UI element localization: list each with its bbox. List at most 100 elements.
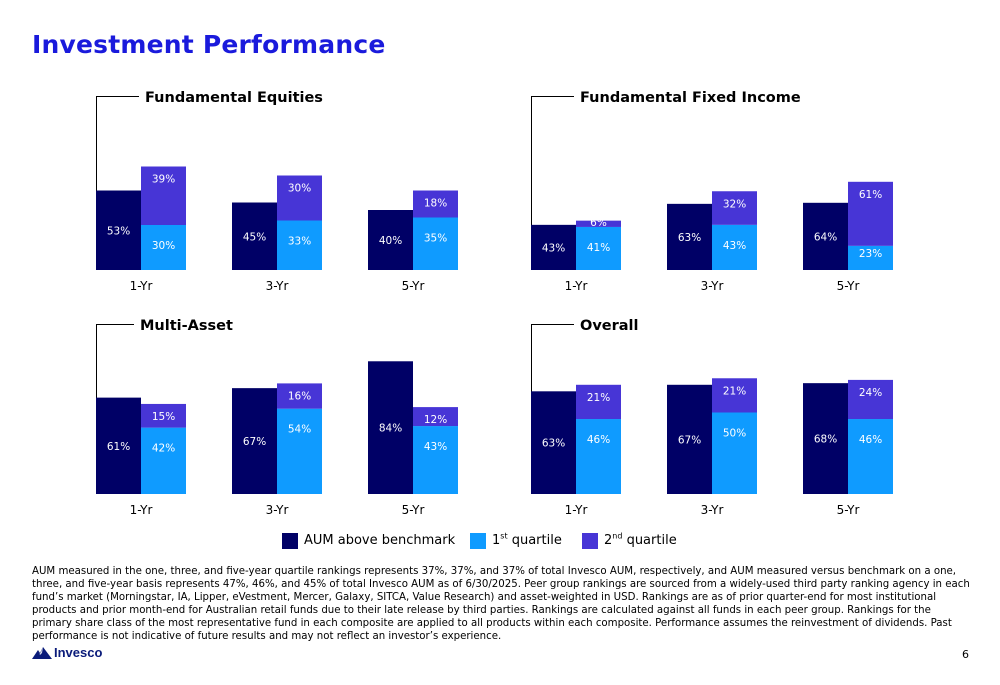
data-label-second-quartile-3-Yr: 32% [723, 198, 746, 210]
data-label-aum-5-Yr: 64% [814, 231, 837, 243]
tick-label-3-Yr: 3-Yr [701, 279, 724, 293]
tick-label-5-Yr: 5-Yr [402, 503, 425, 517]
page-number: 6 [962, 648, 969, 661]
bar-second-quartile-1-Yr [141, 403, 186, 428]
data-label-first-quartile-5-Yr: 46% [859, 434, 882, 446]
data-label-first-quartile-1-Yr: 46% [587, 434, 610, 446]
bar-first-quartile-5-Yr [848, 245, 893, 270]
bar-first-quartile-5-Yr [413, 217, 458, 270]
data-label-aum-1-Yr: 43% [542, 242, 565, 254]
chart-svg: Fundamental Fixed Income 43% 41% 6% 1-Yr 63% 4… [531, 90, 893, 293]
invesco-mountain-icon [32, 647, 52, 659]
tick-label-5-Yr: 5-Yr [837, 279, 860, 293]
bar-second-quartile-1-Yr [576, 220, 621, 227]
tick-label-3-Yr: 3-Yr [266, 503, 289, 517]
legend-label-aum: AUM above benchmark [304, 533, 456, 548]
data-label-second-quartile-3-Yr: 16% [288, 390, 311, 402]
bar-aum-3-Yr [232, 388, 277, 494]
chart-fundamental-fixed-income: Fundamental Fixed Income 43% 41% 6% 1-Yr 63% 4… [525, 84, 905, 299]
legend-swatch-second-quartile [582, 533, 598, 549]
chart-multi-asset: Multi-Asset 61% 42% 15% 1-Yr 67% 54% 16% 3-Yr 84%… [90, 312, 470, 517]
bar-aum-3-Yr [667, 384, 712, 494]
tick-label-5-Yr: 5-Yr [837, 503, 860, 517]
bar-aum-1-Yr [96, 190, 141, 270]
data-label-second-quartile-5-Yr: 12% [424, 414, 447, 426]
page-title: Investment Performance [32, 30, 386, 59]
tick-label-5-Yr: 5-Yr [402, 279, 425, 293]
tick-label-1-Yr: 1-Yr [565, 279, 588, 293]
bar-second-quartile-3-Yr [712, 191, 757, 225]
bar-first-quartile-1-Yr [141, 427, 186, 494]
legend-label-first-quartile: 1st quartile [492, 531, 562, 548]
data-label-second-quartile-5-Yr: 24% [859, 387, 882, 399]
chart-overall: Overall 63% 46% 21% 1-Yr 67% 50% 21% 3-Yr 68% 46% 2… [525, 312, 905, 517]
bar-second-quartile-3-Yr [712, 378, 757, 413]
chart-svg: Multi-Asset 61% 42% 15% 1-Yr 67% 54% 16% 3-Yr 84%… [96, 318, 458, 517]
tick-label-1-Yr: 1-Yr [130, 503, 153, 517]
bar-aum-1-Yr [531, 391, 576, 494]
data-label-first-quartile-1-Yr: 41% [587, 242, 610, 254]
chart-title: Fundamental Equities [145, 90, 323, 106]
data-label-aum-3-Yr: 67% [678, 434, 701, 446]
data-label-second-quartile-1-Yr: 6% [590, 217, 607, 229]
tick-label-1-Yr: 1-Yr [565, 503, 588, 517]
legend-label-second-quartile: 2nd quartile [604, 531, 677, 548]
tick-label-1-Yr: 1-Yr [130, 279, 153, 293]
bar-first-quartile-1-Yr [576, 226, 621, 270]
footnote: AUM measured in the one, three, and five… [32, 566, 970, 642]
bar-first-quartile-5-Yr [413, 426, 458, 494]
tick-label-3-Yr: 3-Yr [266, 279, 289, 293]
data-label-aum-1-Yr: 53% [107, 225, 130, 237]
chart-svg: Overall 63% 46% 21% 1-Yr 67% 50% 21% 3-Yr 68% 46% 2… [531, 318, 893, 517]
bar-second-quartile-3-Yr [277, 383, 322, 409]
data-label-second-quartile-3-Yr: 30% [288, 183, 311, 195]
data-label-aum-5-Yr: 84% [379, 423, 402, 435]
bar-aum-5-Yr [368, 361, 413, 494]
bar-aum-1-Yr [96, 397, 141, 494]
data-label-first-quartile-3-Yr: 43% [723, 240, 746, 252]
tick-label-3-Yr: 3-Yr [701, 503, 724, 517]
bar-first-quartile-3-Yr [712, 224, 757, 270]
bar-aum-5-Yr [803, 202, 848, 270]
data-label-second-quartile-1-Yr: 39% [152, 174, 175, 186]
bar-aum-5-Yr [803, 383, 848, 494]
chart-svg: Fundamental Equities 53% 30% 39% 1-Yr 45% 33% 3… [96, 90, 458, 293]
bar-aum-3-Yr [232, 202, 277, 270]
data-label-first-quartile-3-Yr: 54% [288, 424, 311, 436]
legend-swatch-first-quartile [470, 533, 486, 549]
data-label-second-quartile-5-Yr: 18% [424, 198, 447, 210]
bar-second-quartile-1-Yr [576, 384, 621, 420]
data-label-aum-3-Yr: 67% [243, 436, 266, 448]
data-label-aum-5-Yr: 68% [814, 434, 837, 446]
data-label-first-quartile-3-Yr: 50% [723, 428, 746, 440]
data-label-first-quartile-3-Yr: 33% [288, 236, 311, 248]
legend-swatch-aum [282, 533, 298, 549]
bar-second-quartile-5-Yr [413, 407, 458, 427]
bar-first-quartile-3-Yr [277, 408, 322, 494]
chart-fundamental-equities: Fundamental Equities 53% 30% 39% 1-Yr 45% 33% 3… [90, 84, 470, 299]
bar-first-quartile-1-Yr [576, 419, 621, 494]
chart-title: Fundamental Fixed Income [580, 90, 801, 106]
bar-second-quartile-5-Yr [848, 181, 893, 246]
chart-bracket [531, 96, 574, 270]
invesco-logo-text: Invesco [54, 645, 103, 660]
data-label-second-quartile-1-Yr: 21% [587, 392, 610, 404]
data-label-aum-1-Yr: 63% [542, 438, 565, 450]
bar-second-quartile-1-Yr [141, 166, 186, 225]
data-label-aum-3-Yr: 63% [678, 232, 701, 244]
chart-title: Overall [580, 318, 639, 334]
bar-first-quartile-1-Yr [141, 225, 186, 270]
data-label-first-quartile-5-Yr: 23% [859, 248, 882, 260]
data-label-aum-3-Yr: 45% [243, 231, 266, 243]
data-label-second-quartile-5-Yr: 61% [859, 189, 882, 201]
data-label-first-quartile-5-Yr: 35% [424, 233, 447, 245]
data-label-first-quartile-1-Yr: 42% [152, 443, 175, 455]
data-label-first-quartile-5-Yr: 43% [424, 441, 447, 453]
data-label-aum-5-Yr: 40% [379, 235, 402, 247]
bar-aum-3-Yr [667, 203, 712, 270]
bar-aum-5-Yr [368, 210, 413, 270]
data-label-second-quartile-3-Yr: 21% [723, 385, 746, 397]
data-label-first-quartile-1-Yr: 30% [152, 240, 175, 252]
bar-first-quartile-3-Yr [277, 220, 322, 270]
bar-first-quartile-5-Yr [848, 419, 893, 494]
